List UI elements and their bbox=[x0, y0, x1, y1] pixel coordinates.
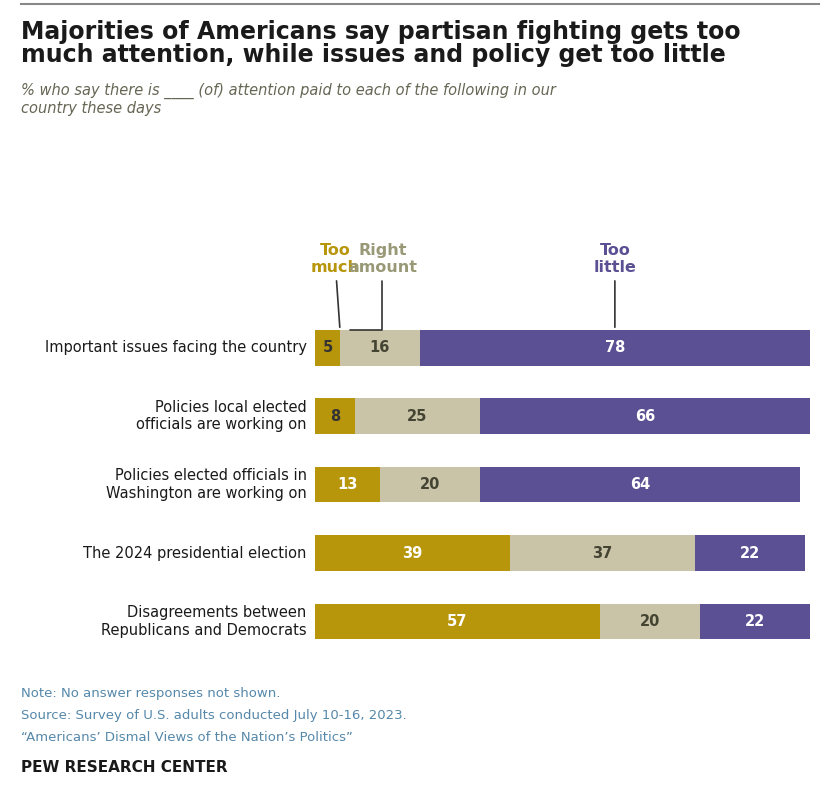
Text: The 2024 presidential election: The 2024 presidential election bbox=[83, 545, 307, 560]
Text: 78: 78 bbox=[605, 340, 625, 355]
Text: 20: 20 bbox=[640, 614, 660, 629]
Text: % who say there is ____ (of) attention paid to each of the following in our
coun: % who say there is ____ (of) attention p… bbox=[21, 83, 556, 117]
Bar bbox=[315, 330, 340, 366]
Bar bbox=[340, 330, 420, 366]
Bar bbox=[510, 535, 695, 571]
Text: 25: 25 bbox=[407, 409, 428, 424]
Bar bbox=[315, 604, 600, 639]
Text: 16: 16 bbox=[370, 340, 390, 355]
Text: 64: 64 bbox=[630, 477, 650, 492]
Bar bbox=[355, 399, 480, 434]
Text: Majorities of Americans say partisan fighting gets too: Majorities of Americans say partisan fig… bbox=[21, 20, 741, 43]
Bar bbox=[315, 535, 510, 571]
Text: Policies elected officials in
Washington are working on: Policies elected officials in Washington… bbox=[106, 468, 307, 501]
Text: 13: 13 bbox=[338, 477, 358, 492]
Text: “Americans’ Dismal Views of the Nation’s Politics”: “Americans’ Dismal Views of the Nation’s… bbox=[21, 731, 353, 744]
Text: Too
much: Too much bbox=[311, 243, 360, 327]
Text: 39: 39 bbox=[402, 545, 423, 560]
Text: 22: 22 bbox=[745, 614, 765, 629]
Bar bbox=[600, 604, 700, 639]
Text: 66: 66 bbox=[635, 409, 655, 424]
Text: PEW RESEARCH CENTER: PEW RESEARCH CENTER bbox=[21, 760, 228, 775]
Bar bbox=[420, 330, 810, 366]
Text: 8: 8 bbox=[330, 409, 340, 424]
Text: 22: 22 bbox=[740, 545, 760, 560]
Bar bbox=[315, 399, 355, 434]
Text: Policies local elected
officials are working on: Policies local elected officials are wor… bbox=[136, 400, 307, 433]
Bar bbox=[695, 535, 805, 571]
Text: 57: 57 bbox=[447, 614, 468, 629]
Bar bbox=[380, 466, 480, 503]
Text: 5: 5 bbox=[323, 340, 333, 355]
Text: much attention, while issues and policy get too little: much attention, while issues and policy … bbox=[21, 43, 726, 67]
Text: Too
little: Too little bbox=[593, 243, 637, 327]
Text: Source: Survey of U.S. adults conducted July 10-16, 2023.: Source: Survey of U.S. adults conducted … bbox=[21, 709, 407, 722]
Text: 20: 20 bbox=[420, 477, 440, 492]
Text: 37: 37 bbox=[592, 545, 612, 560]
Text: Right
amount: Right amount bbox=[348, 243, 417, 330]
Bar bbox=[700, 604, 810, 639]
Text: Important issues facing the country: Important issues facing the country bbox=[45, 340, 307, 355]
Bar bbox=[480, 399, 810, 434]
Text: Disagreements between
Republicans and Democrats: Disagreements between Republicans and De… bbox=[101, 605, 307, 637]
Text: Note: No answer responses not shown.: Note: No answer responses not shown. bbox=[21, 687, 281, 700]
Bar bbox=[315, 466, 380, 503]
Bar bbox=[480, 466, 800, 503]
